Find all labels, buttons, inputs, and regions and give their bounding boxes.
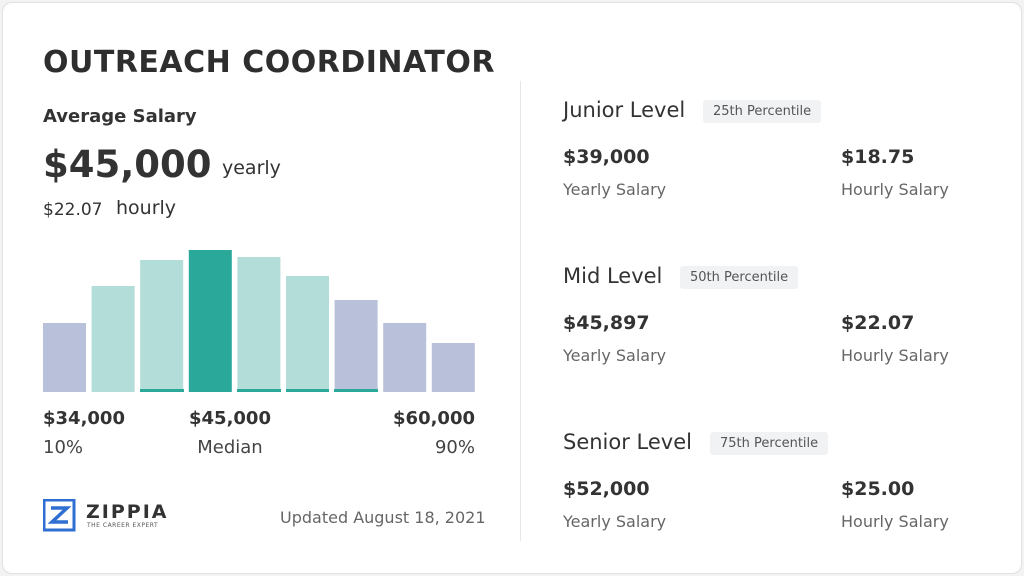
bar [383,323,427,392]
hourly-label: Hourly Salary [841,512,949,531]
hourly-salary: $22.07 [841,312,915,334]
divider [520,81,521,541]
average-yearly: $45,000 [43,143,212,186]
bar [431,343,475,392]
bar [140,260,184,392]
logo-icon [43,499,76,532]
hourly-label: Hourly Salary [841,180,949,199]
axis-amount: $34,000 [43,408,125,429]
hourly-unit: hourly [116,197,177,219]
yearly-label: Yearly Salary [563,180,667,199]
updated: Updated August 18, 2021 [280,508,486,527]
level-name: Junior Level [563,98,686,122]
bar [188,250,232,392]
axis-percentile: 90% [434,437,475,458]
yearly-salary: $39,000 [563,146,650,168]
yearly-label: Yearly Salary [563,512,667,531]
percentile-badge: 50th Percentile [680,266,799,289]
axis-percentile: Median [197,437,263,458]
bar [237,257,281,392]
histogram [43,250,475,392]
level-name: Mid Level [563,264,663,288]
yearly-label: Yearly Salary [563,346,667,365]
yearly-salary: $45,897 [563,312,650,334]
hourly-label: Hourly Salary [841,346,949,365]
logo-tagline: THE CAREER EXPERT [87,522,159,529]
title: OUTREACH COORDINATOR [43,45,495,80]
axis-amount: $45,000 [189,408,271,429]
bar [43,323,86,392]
axis-percentile: 10% [43,437,84,458]
average-hourly: $22.07 [43,200,103,220]
hourly-salary: $25.00 [841,478,915,500]
percentile-badge: 75th Percentile [710,432,829,455]
bar [91,286,135,392]
logo-name: ZIPPIA [86,501,169,523]
average-label: Average Salary [43,106,197,127]
bar [286,276,329,392]
hourly-salary: $18.75 [841,146,915,168]
level-name: Senior Level [563,430,692,454]
bar [334,300,378,392]
axis-amount: $60,000 [393,408,475,429]
yearly-unit: yearly [222,157,281,179]
percentile-badge: 25th Percentile [703,100,822,123]
yearly-salary: $52,000 [563,478,650,500]
